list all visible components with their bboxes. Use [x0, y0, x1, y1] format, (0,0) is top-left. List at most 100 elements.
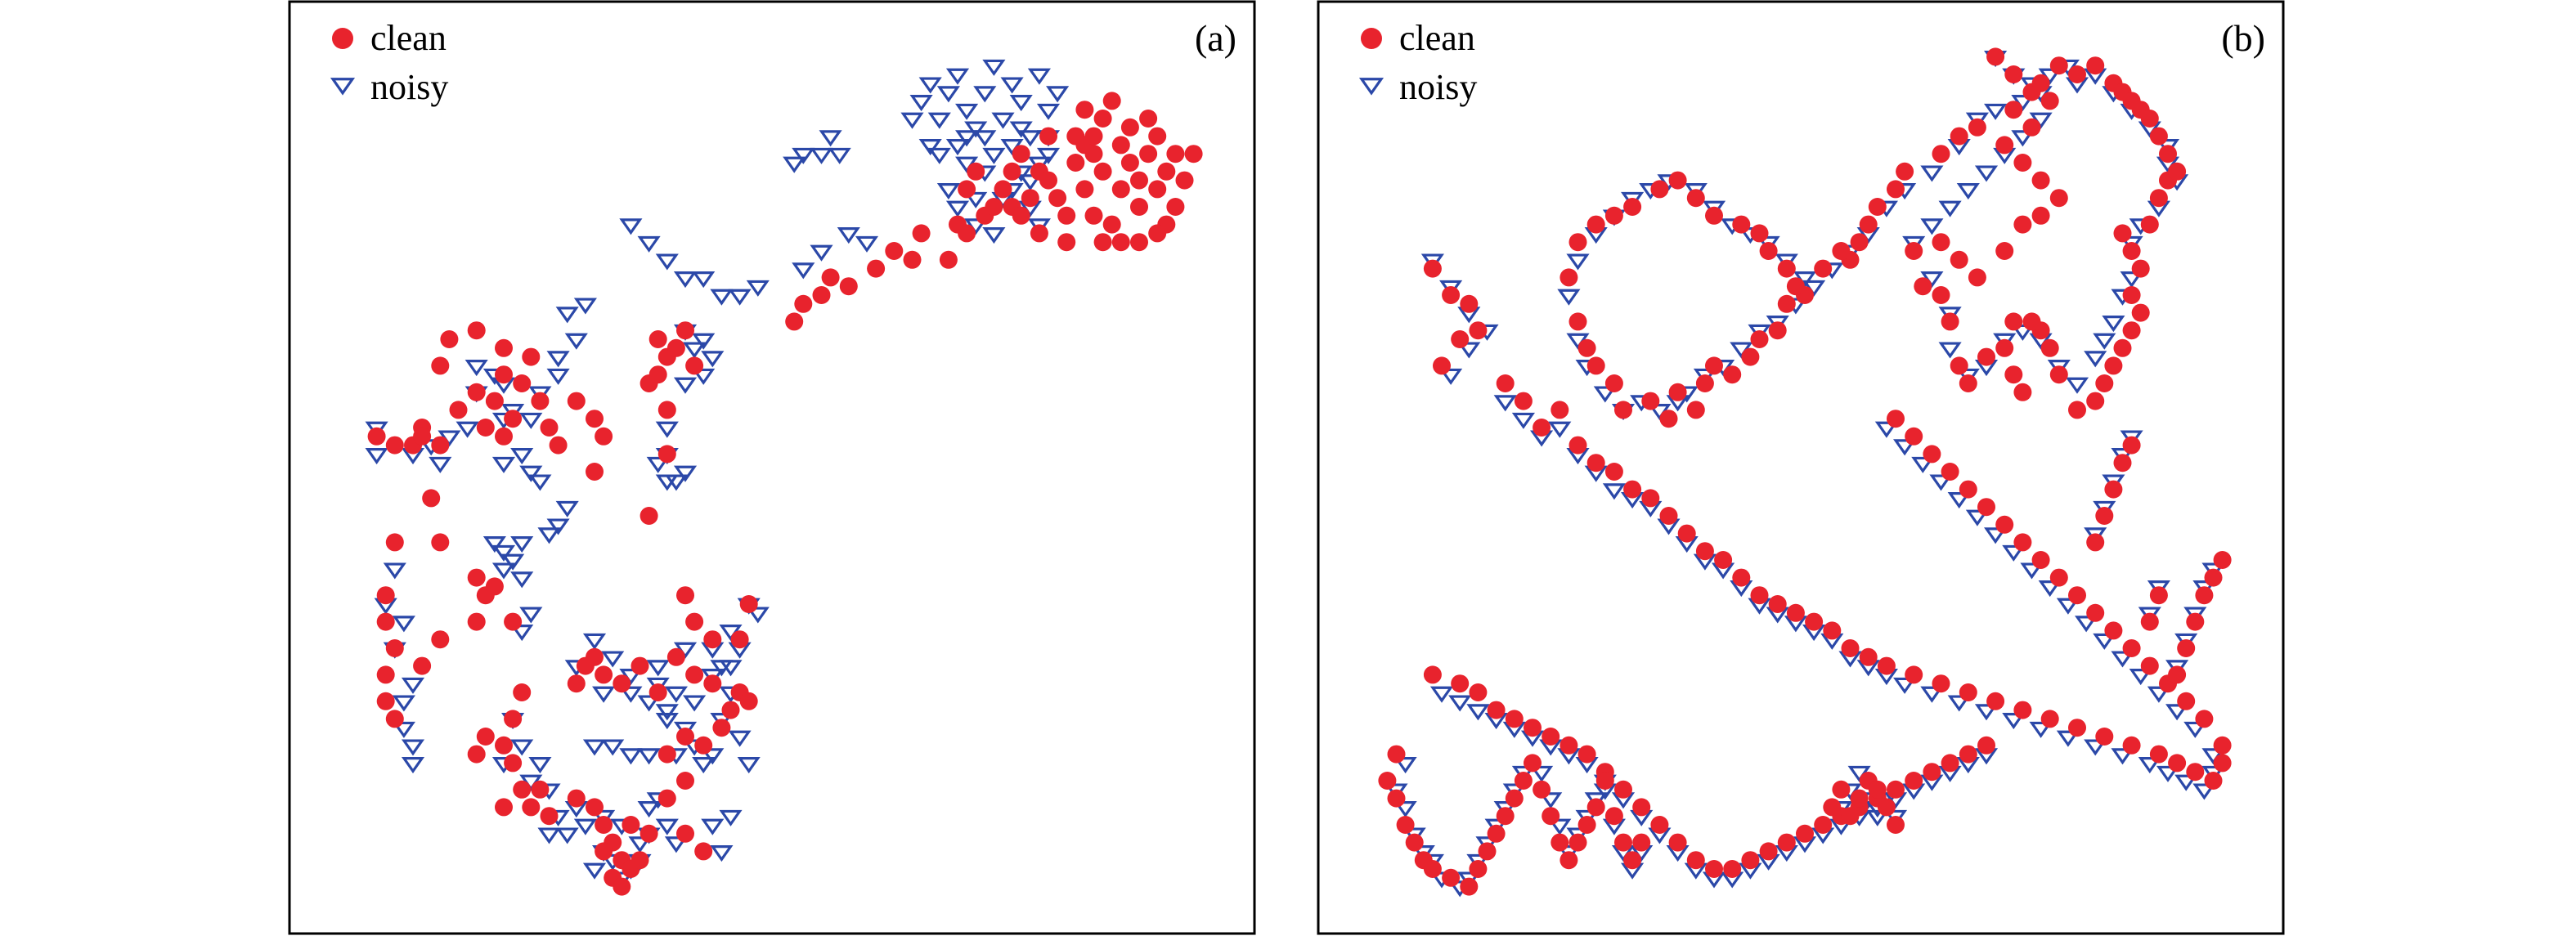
noisy-point: [655, 421, 679, 438]
noisy-point: [519, 465, 543, 482]
clean-point: [376, 665, 395, 684]
clean-point: [1533, 780, 1551, 799]
clean-point: [2104, 621, 2123, 640]
noisy-point: [637, 748, 661, 765]
clean-point: [1841, 807, 1860, 826]
clean-point: [1524, 754, 1542, 773]
noisy-point: [2056, 730, 2080, 747]
noisy-point: [728, 730, 752, 747]
clean-point: [985, 198, 1003, 216]
noisy-point: [2138, 757, 2161, 774]
noisy-point: [2129, 669, 2152, 686]
noisy-point: [1974, 704, 1999, 721]
clean-point: [2149, 586, 2168, 605]
clean-point: [1604, 374, 1623, 392]
clean-point: [413, 427, 432, 446]
noisy-point: [973, 86, 997, 103]
clean-point: [2004, 365, 2023, 384]
noisy-point: [1027, 68, 1051, 85]
clean-point: [1887, 180, 1905, 199]
clean-point: [1423, 259, 1442, 278]
clean-point: [2049, 568, 2068, 587]
clean-point: [1396, 816, 1415, 834]
clean-point: [1986, 47, 2005, 66]
noisy-point: [546, 368, 570, 385]
noisy-point: [537, 527, 561, 544]
clean-point: [1111, 233, 1130, 252]
clean-point: [1732, 215, 1751, 234]
clean-point: [540, 419, 559, 437]
noisy-point: [510, 571, 534, 589]
noisy-point: [564, 333, 588, 350]
clean-point: [467, 383, 486, 401]
clean-point: [1777, 833, 1796, 852]
noisy-point: [2120, 271, 2143, 289]
clean-point: [739, 595, 758, 613]
noisy-point: [692, 333, 716, 350]
noisy-point: [528, 757, 552, 774]
clean-point: [1487, 701, 1506, 719]
clean-point: [504, 710, 523, 728]
clean-point: [1777, 294, 1796, 313]
noisy-point: [510, 536, 534, 553]
noisy-point: [982, 147, 1006, 164]
clean-point: [1905, 772, 1923, 790]
clean-point: [712, 719, 731, 737]
noisy-point: [1448, 695, 1472, 712]
clean-point: [1577, 745, 1596, 764]
noisy-point: [918, 77, 942, 94]
clean-point: [595, 665, 613, 684]
clean-point: [1604, 206, 1623, 225]
noisy-point: [1557, 289, 1581, 306]
clean-point: [2040, 92, 2059, 110]
noisy-point: [1439, 368, 1463, 385]
clean-point: [1959, 374, 1977, 392]
clean-point: [2159, 145, 2177, 163]
noisy-point: [491, 456, 516, 473]
noisy-point: [637, 695, 661, 712]
clean-point: [1732, 568, 1751, 587]
clean-point: [1977, 498, 1995, 517]
clean-point: [1941, 463, 1959, 481]
clean-point: [1695, 374, 1714, 392]
noisy-point: [1920, 686, 1944, 703]
clean-point: [1066, 154, 1085, 172]
clean-point: [1750, 586, 1769, 605]
legend-clean-label: clean: [370, 18, 447, 58]
clean-point: [1130, 171, 1148, 190]
clean-point: [1659, 410, 1678, 428]
clean-point: [1586, 356, 1605, 375]
clean-point: [1021, 189, 1039, 208]
noisy-point: [619, 686, 643, 703]
noisy-point: [955, 130, 979, 147]
noisy-point: [573, 818, 597, 835]
clean-point: [2031, 206, 2050, 225]
noisy-point: [819, 130, 842, 147]
clean-point: [1595, 772, 1614, 790]
noisy-point: [701, 351, 725, 368]
noisy-point: [401, 677, 425, 694]
noisy-point: [783, 156, 806, 173]
clean-point: [1469, 321, 1488, 340]
clean-point: [1542, 807, 1560, 826]
clean-point: [1750, 224, 1769, 243]
noisy-point: [728, 289, 752, 306]
noisy-point: [555, 827, 579, 844]
clean-point: [794, 294, 813, 313]
clean-point: [1505, 789, 1524, 808]
noisy-point: [692, 271, 716, 289]
clean-point: [1823, 798, 1842, 817]
panel-a: clean noisy (a): [288, 0, 1256, 935]
clean-point: [1533, 419, 1551, 437]
noisy-point: [2020, 562, 2044, 580]
clean-point: [648, 365, 667, 384]
noisy-point: [1920, 165, 1944, 182]
clean-point: [1111, 180, 1130, 199]
clean-point: [586, 410, 604, 428]
noisy-point: [601, 739, 625, 756]
clean-point: [431, 630, 450, 649]
noisy-point: [1938, 342, 1962, 359]
noisy-point: [955, 103, 979, 120]
noisy-point: [828, 147, 851, 164]
clean-point: [1959, 480, 1977, 499]
